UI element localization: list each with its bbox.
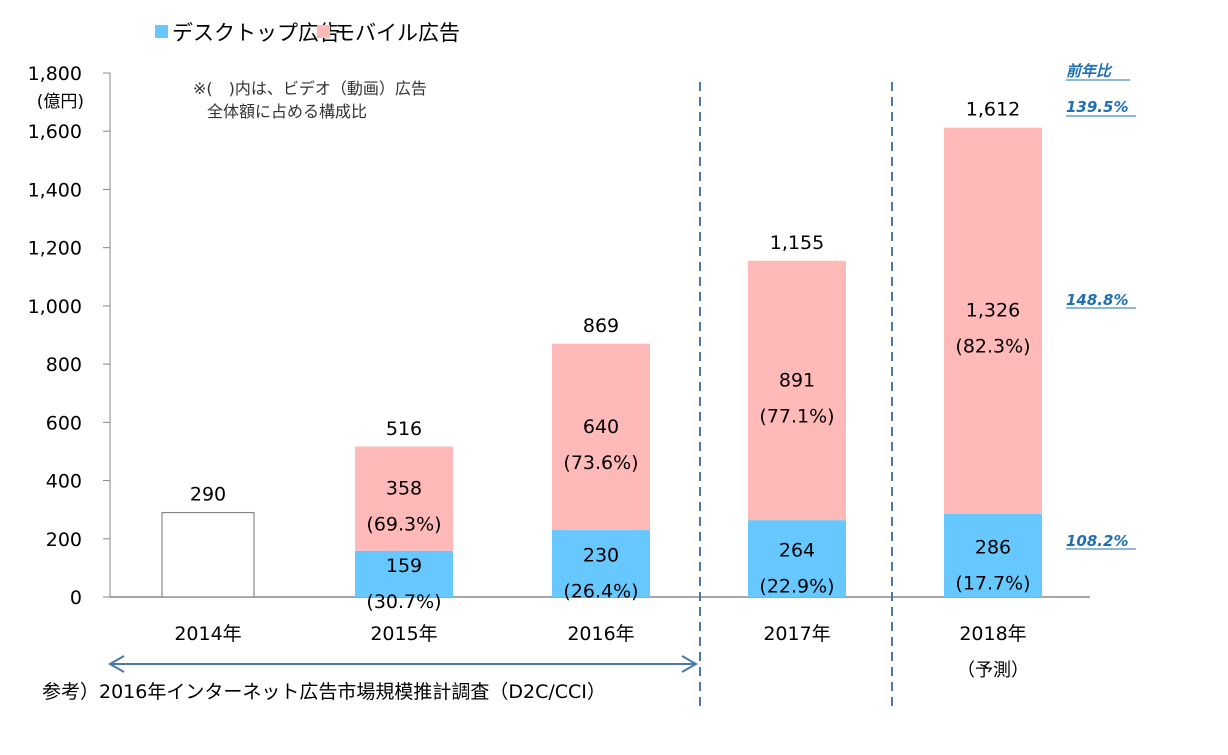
data-label-total: 869 (583, 315, 619, 337)
bar-segment-mobile (944, 127, 1042, 514)
y-tick-label: 800 (46, 354, 82, 376)
data-label-mobile: 1,326 (966, 300, 1020, 322)
data-label-desktop-share: (17.7%) (955, 572, 1030, 594)
bar-segment-mobile (355, 446, 453, 551)
yoy-header: 前年比 (1066, 62, 1113, 80)
note-line-2: 全体額に占める構成比 (207, 102, 367, 121)
axes: 0 200 400 600 800 1,000 1,200 1,400 1,600 1,800 20… (28, 63, 1090, 681)
data-label-desktop-share: (22.9%) (759, 576, 834, 598)
legend-swatch-desktop (155, 25, 168, 38)
reference-range: 参考）2016年インターネット広告市場規模推計調査（D2C/CCI） (42, 655, 699, 703)
bar-total-outline (161, 511, 255, 598)
yoy-desktop: 108.2% (1066, 532, 1128, 550)
data-label-desktop-share: (30.7%) (366, 591, 441, 613)
y-tick-label: 1,200 (28, 238, 82, 260)
yoy-column: 前年比 139.5% 148.8% 108.2% (1066, 62, 1136, 550)
legend-label-mobile: モバイル広告 (334, 21, 460, 45)
legend: デスクトップ広告 モバイル広告 (155, 21, 460, 45)
data-label-mobile: 358 (386, 478, 422, 500)
data-label-total: 516 (386, 418, 422, 440)
arrow-right-icon (681, 655, 699, 673)
x-category-label: 2018年 (959, 623, 1026, 645)
legend-swatch-mobile (317, 25, 330, 38)
bar-segment-mobile (552, 343, 650, 531)
data-label-mobile-share: (73.6%) (563, 452, 638, 474)
x-category-label: 2015年 (370, 623, 437, 645)
yoy-total: 139.5% (1066, 98, 1128, 116)
x-category-label: 2014年 (174, 623, 241, 645)
x-category-label: 2016年 (567, 623, 634, 645)
data-label-desktop: 264 (779, 540, 815, 562)
bar-segment-mobile (748, 260, 846, 521)
bar-segment-desktop (552, 530, 650, 597)
data-label-mobile: 891 (779, 369, 815, 391)
y-tick-label: 1,400 (28, 179, 82, 201)
data-label-mobile-share: (82.3%) (955, 336, 1030, 358)
data-label-desktop: 230 (583, 545, 619, 567)
y-tick-label: 400 (46, 471, 82, 493)
data-label-total: 1,155 (770, 232, 824, 254)
bars (161, 127, 1042, 598)
yoy-mobile: 148.8% (1066, 291, 1128, 309)
data-label-mobile-share: (69.3%) (366, 514, 441, 536)
data-label-mobile: 640 (583, 416, 619, 438)
data-labels: 290 159 (30.7%) 358 (69.3%) 516 230 (26.4%) 640 (… (190, 99, 1031, 613)
y-tick-label: 200 (46, 529, 82, 551)
y-axis-unit: (億円) (37, 92, 84, 112)
legend-label-desktop: デスクトップ広告 (172, 21, 340, 45)
y-tick-label: 0 (70, 587, 82, 609)
y-tick-label: 1,800 (28, 63, 82, 85)
x-category-label: 2017年 (763, 623, 830, 645)
y-tick-label: 1,000 (28, 296, 82, 318)
data-label-mobile-share: (77.1%) (759, 405, 834, 427)
data-label-desktop: 159 (386, 555, 422, 577)
bar-segment-desktop (748, 520, 846, 597)
data-label-desktop: 286 (975, 536, 1011, 558)
bar-segment-desktop (355, 550, 453, 597)
note-line-1: ※( )内は、ビデオ（動画）広告 (193, 79, 427, 98)
arrow-left-icon (107, 655, 125, 673)
source-note: 参考）2016年インターネット広告市場規模推計調査（D2C/CCI） (42, 681, 606, 703)
x-category-sublabel: （予測） (957, 660, 1029, 681)
y-tick-label: 600 (46, 412, 82, 434)
data-label-total: 290 (190, 484, 226, 506)
data-label-desktop-share: (26.4%) (563, 581, 638, 603)
bar-segment-desktop (944, 513, 1042, 597)
data-label-total: 1,612 (966, 99, 1020, 121)
y-tick-label: 1,600 (28, 121, 82, 143)
